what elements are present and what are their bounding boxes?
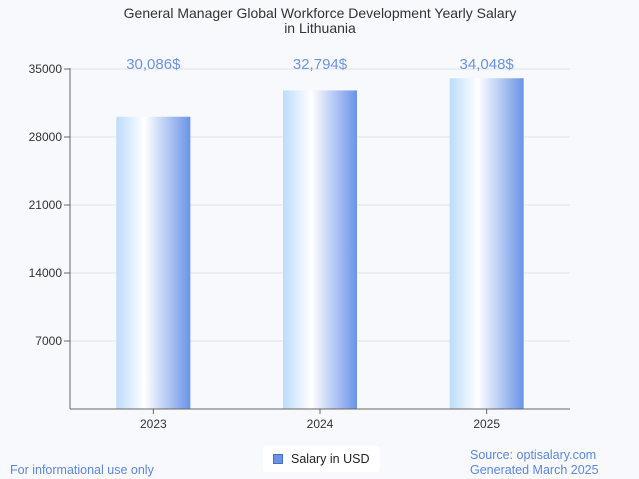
legend-label: Salary in USD	[291, 452, 370, 466]
source-block: Source: optisalary.com Generated March 2…	[470, 448, 599, 478]
bar-2024	[283, 90, 357, 409]
data-label-2025: 34,048$	[460, 56, 515, 73]
data-label-2024: 32,794$	[293, 56, 348, 73]
bar-2023	[116, 116, 191, 410]
bar-2025	[449, 78, 524, 410]
y-tick-label-3: 28000	[29, 130, 63, 144]
y-tick-label-1: 14000	[29, 266, 63, 280]
y-axis-ticks: 7000 14000 21000 28000 35000	[29, 62, 70, 348]
x-tick-label-2025: 2025	[473, 417, 500, 431]
y-tick-label-2: 21000	[29, 198, 63, 212]
y-tick-label-0: 7000	[35, 334, 62, 348]
data-label-2023: 30,086$	[126, 56, 181, 73]
informational-note: For informational use only	[10, 463, 154, 477]
chart-title-line-2: in Lithuania	[284, 20, 356, 36]
chart-title-line-1: General Manager Global Workforce Develop…	[124, 5, 517, 21]
x-tick-label-2024: 2024	[307, 417, 334, 431]
x-tick-label-2023: 2023	[140, 417, 167, 431]
y-tick-label-4: 35000	[29, 62, 63, 76]
source-text: Source: optisalary.com	[470, 448, 597, 462]
legend-swatch	[273, 454, 283, 464]
bars	[116, 78, 524, 410]
data-labels: 30,086$ 32,794$ 34,048$	[126, 56, 514, 73]
x-axis-ticks: 2023 2024 2025	[140, 409, 500, 431]
chart-legend: Salary in USD	[263, 446, 380, 472]
generated-text: Generated March 2025	[470, 463, 599, 477]
